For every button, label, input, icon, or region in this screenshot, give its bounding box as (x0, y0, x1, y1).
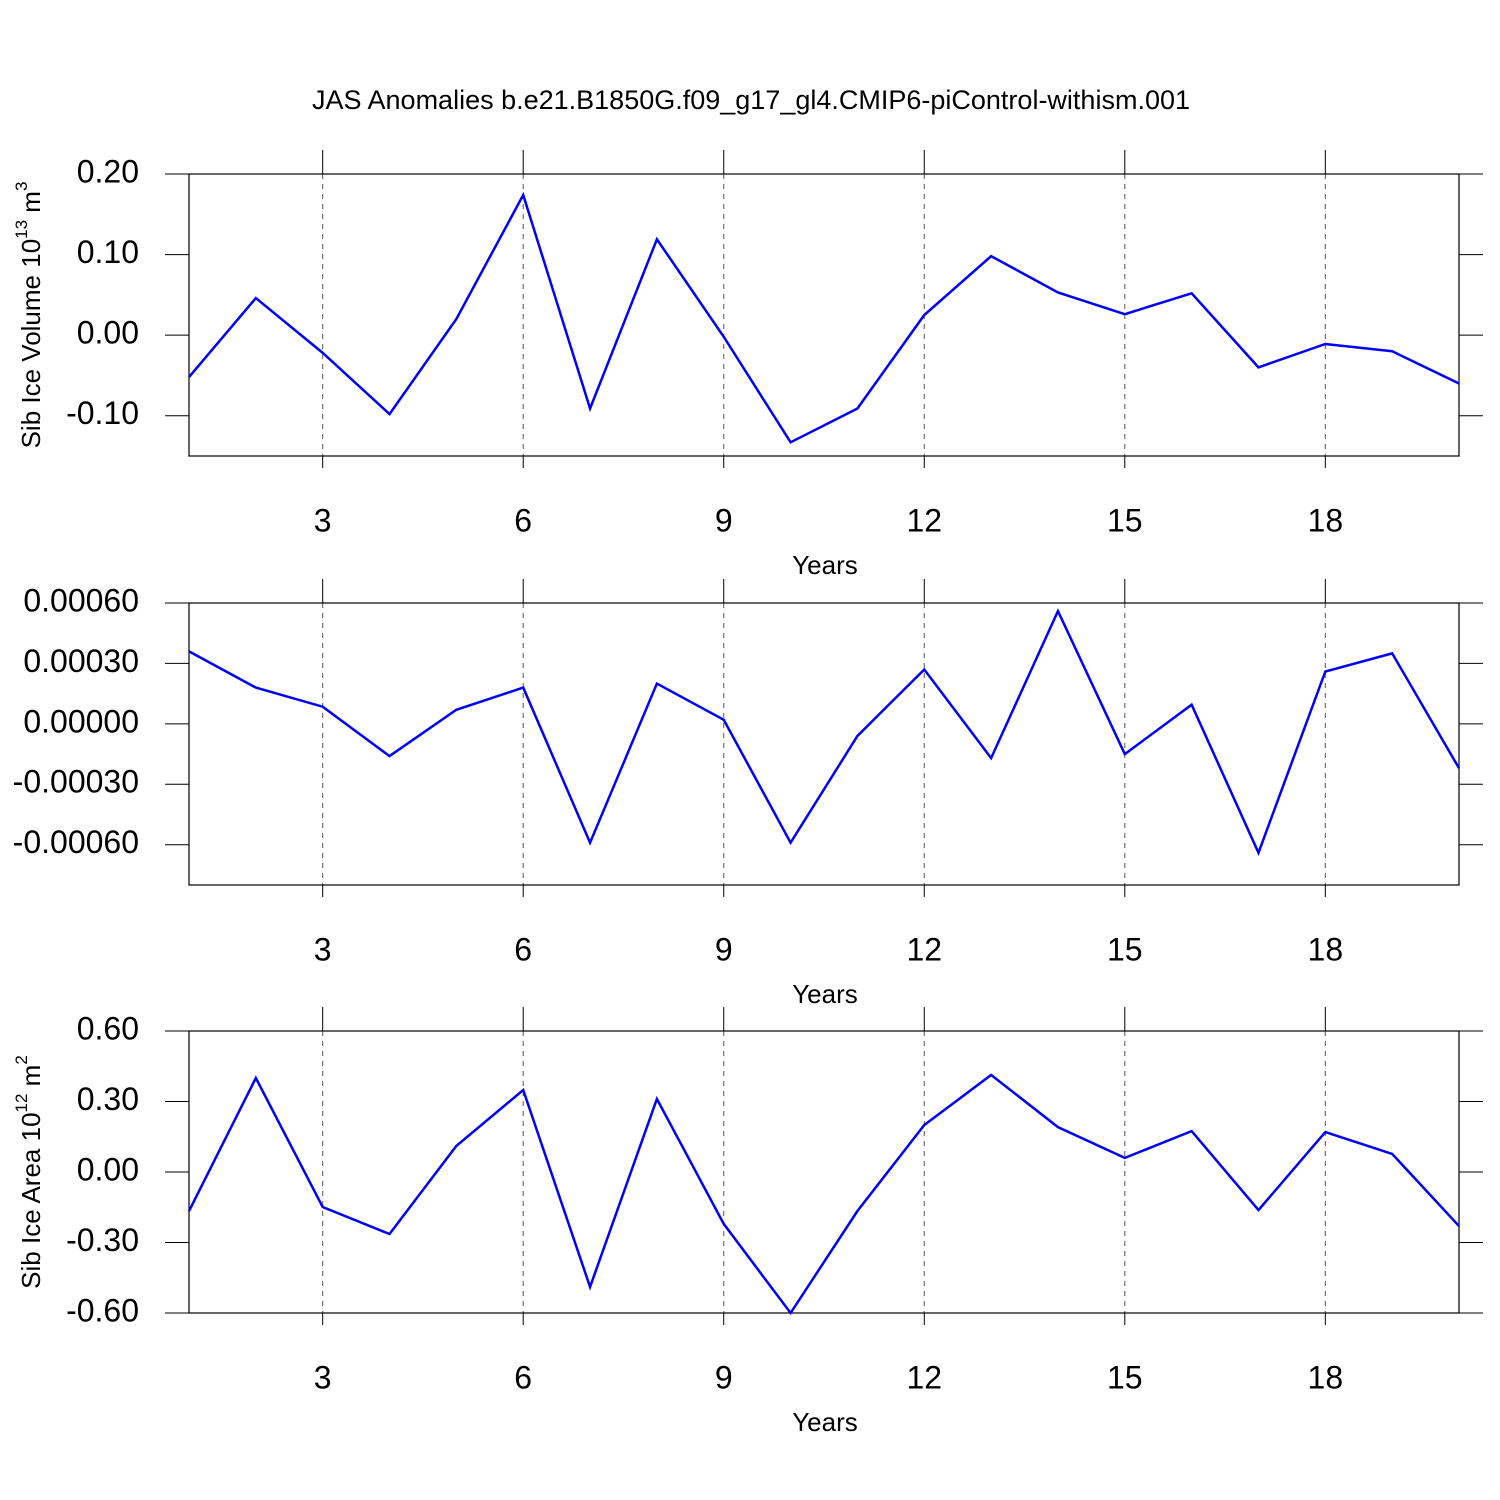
y-axis-label-exponent: 12 (12, 1094, 31, 1113)
y-tick-label: 0.10 (77, 234, 139, 270)
x-tick-label: 9 (715, 502, 733, 538)
plot-frame (188, 602, 1460, 886)
y-tick-label: 0.30 (77, 1081, 139, 1117)
y-axis-label: Sib Ice Area 1012 m2 (12, 1055, 45, 1289)
y-tick-label: 0.00000 (23, 703, 139, 739)
y-tick-label: -0.30 (66, 1222, 139, 1258)
y-tick-label: 0.00060 (23, 582, 139, 618)
x-tick-label: 18 (1308, 502, 1344, 538)
y-tick-label: 0.00 (77, 315, 139, 351)
x-tick-label: 15 (1107, 1359, 1143, 1395)
x-tick-label: 9 (715, 931, 733, 967)
x-tick-label: 3 (314, 502, 332, 538)
x-tick-label: 12 (906, 931, 942, 967)
x-tick-label: 3 (314, 931, 332, 967)
y-tick-label: 0.00030 (23, 643, 139, 679)
x-axis-label: Years (792, 1407, 858, 1437)
x-axis-label: Years (792, 550, 858, 580)
figure-title: JAS Anomalies b.e21.B1850G.f09_g17_gl4.C… (312, 85, 1190, 115)
x-tick-label: 18 (1308, 931, 1344, 967)
x-tick-label: 15 (1107, 502, 1143, 538)
data-line (187, 1073, 1460, 1316)
data-line (188, 608, 1461, 857)
plot-frame (188, 1030, 1460, 1314)
x-tick-label: 6 (514, 1359, 532, 1395)
x-axis-label: Years (792, 979, 858, 1009)
y-tick-label: -0.00030 (13, 764, 139, 800)
y-axis-label-part: Sib Ice Volume 10 (16, 239, 46, 449)
y-tick-label: 0.00 (77, 1151, 139, 1187)
plot-frame (188, 173, 1460, 457)
y-tick-label: -0.00060 (13, 824, 139, 860)
x-tick-label: 6 (514, 931, 532, 967)
y-tick-label: -0.10 (66, 395, 139, 431)
y-axis-label-part: Sib Ice Area 10 (16, 1112, 46, 1288)
y-axis-label-part: m (16, 191, 46, 220)
x-tick-label: 9 (715, 1359, 733, 1395)
y-axis-label-exponent: 3 (12, 182, 31, 191)
y-tick-label: 0.20 (77, 153, 139, 189)
y-tick-label: 0.60 (77, 1010, 139, 1046)
x-tick-label: 12 (906, 1359, 942, 1395)
y-axis-label-exponent: 13 (12, 220, 31, 239)
y-axis-label-part: m (16, 1065, 46, 1094)
x-tick-label: 6 (514, 502, 532, 538)
y-axis-label: Sib Ice Volume 1013 m3 (12, 182, 45, 449)
x-tick-label: 12 (906, 502, 942, 538)
x-tick-label: 15 (1107, 931, 1143, 967)
data-line (188, 191, 1460, 444)
y-tick-label: -0.60 (66, 1292, 139, 1328)
x-tick-label: 3 (314, 1359, 332, 1395)
y-axis-label-exponent: 2 (12, 1055, 31, 1064)
x-tick-label: 18 (1308, 1359, 1344, 1395)
